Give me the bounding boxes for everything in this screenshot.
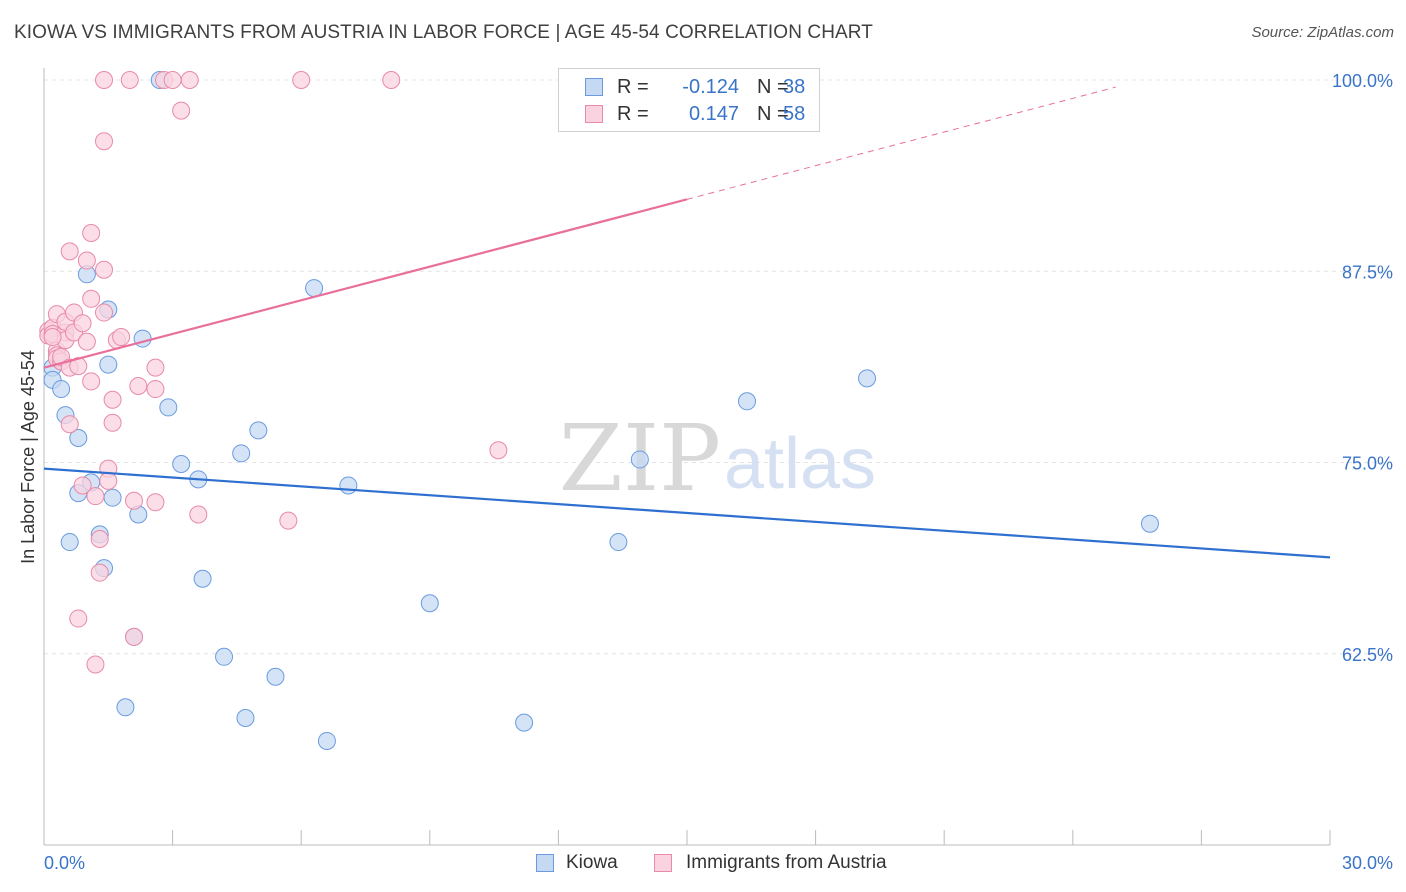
- austria-point: [120, 71, 139, 89]
- austria-point: [146, 493, 165, 512]
- x-tick-label: 30.0%: [1342, 853, 1393, 873]
- austria-point: [60, 415, 79, 434]
- austria-point: [279, 511, 298, 530]
- kiowa-point: [232, 444, 251, 463]
- legend-swatch-kiowa: [585, 78, 603, 96]
- austria-point: [82, 372, 101, 391]
- kiowa-point: [317, 731, 336, 750]
- legend-n-value: 38: [783, 76, 806, 98]
- austria-point: [43, 328, 62, 347]
- austria-point: [292, 71, 311, 89]
- austria-point: [112, 328, 131, 347]
- kiowa-point: [116, 698, 135, 717]
- bottom-legend-swatch-austria: [654, 854, 672, 872]
- watermark-atlas: atlas: [724, 424, 876, 504]
- legend-swatch-austria: [585, 105, 603, 123]
- kiowa-point: [630, 450, 649, 469]
- austria-point: [146, 380, 165, 399]
- kiowa-point: [159, 398, 178, 417]
- kiowa-point: [172, 455, 191, 474]
- kiowa-point: [193, 569, 212, 588]
- austria-point: [86, 655, 105, 674]
- austria-point: [82, 224, 101, 242]
- axes: [43, 68, 1331, 846]
- kiowa-point: [266, 667, 285, 686]
- austria-trend-line-extension: [686, 86, 1116, 200]
- kiowa-point: [738, 392, 757, 411]
- austria-point: [95, 303, 114, 322]
- x-tick-label: 0.0%: [44, 853, 85, 873]
- austria-point: [73, 314, 92, 333]
- austria-point: [77, 332, 96, 351]
- bottom-legend-label-kiowa: Kiowa: [566, 852, 618, 873]
- austria-point: [180, 71, 199, 89]
- kiowa-point: [420, 594, 439, 613]
- legend-n-label: N =: [757, 76, 789, 98]
- legend-n-value: 58: [783, 103, 806, 125]
- austria-point: [163, 71, 182, 89]
- austria-point: [73, 476, 92, 495]
- austria-point: [82, 289, 101, 308]
- austria-point: [60, 242, 79, 261]
- watermark: ZIP atlas: [559, 405, 876, 512]
- austria-point: [86, 487, 105, 506]
- austria-point: [95, 260, 114, 279]
- austria-point: [489, 441, 508, 460]
- austria-point: [125, 627, 144, 646]
- y-tick-label: 100.0%: [1332, 71, 1393, 91]
- kiowa-point: [60, 533, 79, 552]
- bottom-legend-swatch-kiowa: [536, 854, 554, 872]
- kiowa-point: [249, 421, 268, 440]
- kiowa-point: [215, 647, 234, 666]
- y-axis-label: In Labor Force | Age 45-54: [18, 350, 38, 564]
- legend-r-value: -0.124: [682, 76, 739, 98]
- kiowa-point: [339, 476, 358, 495]
- legend-r-label: R =: [617, 76, 649, 98]
- austria-point: [382, 71, 401, 89]
- kiowa-point: [515, 713, 534, 732]
- austria-point: [125, 491, 144, 510]
- kiowa-point: [858, 369, 877, 388]
- bottom-legend-label-austria: Immigrants from Austria: [686, 852, 887, 873]
- austria-point: [77, 251, 96, 270]
- austria-point: [103, 390, 122, 409]
- stats-legend: R = -0.124 N = 38 R = 0.147 N = 58: [558, 68, 820, 132]
- grid-lines: [44, 79, 1390, 655]
- kiowa-point: [52, 380, 71, 399]
- tick-labels: 62.5% 75.0% 87.5% 100.0% 0.0% 30.0%: [44, 71, 1393, 873]
- austria-point: [90, 530, 109, 548]
- kiowa-point: [99, 355, 118, 374]
- trend-lines: [43, 86, 1331, 559]
- austria-point: [129, 377, 148, 395]
- kiowa-point: [103, 488, 122, 507]
- kiowa-trend-line: [43, 467, 1331, 559]
- austria-point: [146, 358, 165, 377]
- legend-n-label: N =: [757, 103, 789, 125]
- austria-point: [189, 505, 208, 524]
- y-tick-label: 75.0%: [1342, 454, 1393, 474]
- legend-r-label: R =: [617, 103, 649, 125]
- austria-point: [99, 471, 118, 490]
- kiowa-point: [236, 709, 255, 728]
- austria-point: [95, 71, 114, 89]
- kiowa-point: [69, 429, 88, 448]
- austria-trend-line: [43, 198, 688, 369]
- kiowa-point: [1140, 514, 1159, 533]
- kiowa-point: [609, 533, 628, 552]
- source-label: Source: ZipAtlas.com: [1251, 24, 1394, 41]
- austria-point: [90, 563, 109, 582]
- y-tick-label: 62.5%: [1342, 645, 1393, 665]
- data-points: [39, 71, 1159, 750]
- legend-r-value: 0.147: [688, 103, 739, 125]
- austria-point: [172, 101, 191, 120]
- austria-point: [69, 609, 88, 628]
- chart-title: KIOWA VS IMMIGRANTS FROM AUSTRIA IN LABO…: [14, 22, 873, 43]
- austria-point: [103, 413, 122, 432]
- austria-point: [95, 132, 114, 151]
- kiowa-point: [305, 279, 324, 298]
- y-tick-label: 87.5%: [1342, 262, 1393, 282]
